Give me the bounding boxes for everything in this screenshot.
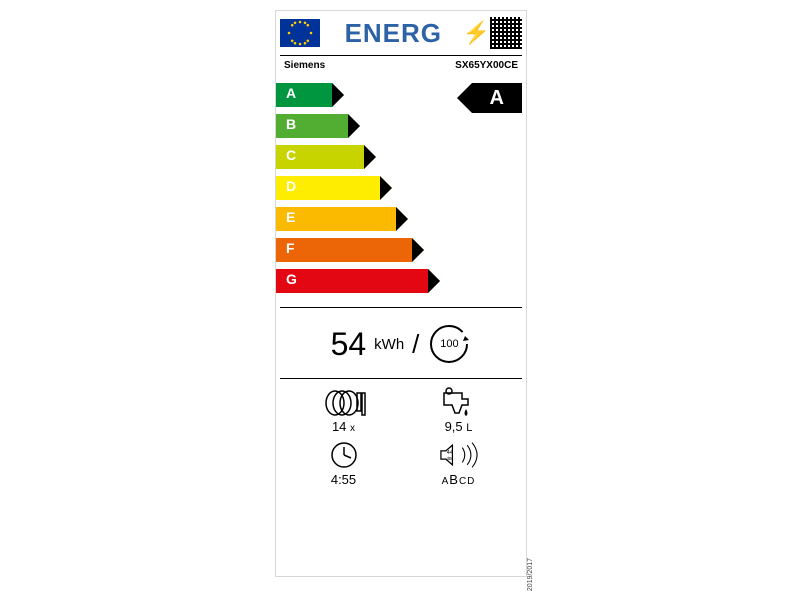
scale-row-g: G [276,269,440,293]
tap-icon [436,387,482,417]
energy-title: ENERG [320,18,467,49]
consumption-value: 54 [331,326,367,363]
qr-code-icon [490,17,522,49]
clock-icon [321,440,367,470]
capacity-spec: 14 x [286,387,401,434]
scale-bar: B [276,114,348,138]
water-value: 9,5 L [445,419,473,434]
rating-arrow-icon [457,83,472,113]
duration-value: 4:55 [331,472,356,487]
consumption-row: 54 kWh / 100 [276,308,526,378]
lightning-icon: ⚡ [463,20,490,46]
scale-row-e: E [276,207,408,231]
plates-icon [321,387,367,417]
product-meta: Siemens SX65YX00CE [276,56,526,79]
rating-letter: A [472,83,522,113]
scale-letter: G [286,271,297,287]
model-number: SX65YX00CE [455,60,518,71]
capacity-value: 14 x [332,419,355,434]
svg-text:dB: dB [446,456,451,461]
cycles-count: 100 [427,322,471,366]
scale-row-a: A [276,83,344,107]
scale-row-b: B [276,114,360,138]
noise-classes: ABCD [442,472,476,487]
scale-bar: E [276,207,396,231]
scale-bar: A [276,83,332,107]
duration-spec: 4:55 [286,440,401,487]
scale-bar: G [276,269,428,293]
scale-letter: E [286,209,295,225]
brand-name: Siemens [284,60,325,71]
scale-bar: C [276,145,364,169]
slash: / [412,329,419,360]
noise-spec: 44dB ABCD [401,440,516,487]
scale-bar: F [276,238,412,262]
scale-row-c: C [276,145,376,169]
eu-flag-icon [280,19,320,47]
scale-letter: F [286,240,295,256]
scale-row-d: D [276,176,392,200]
scale-letter: C [286,147,296,163]
energy-label: ENERG ⚡ Siemens SX65YX00CE A ABCDEFG 54 … [275,10,527,577]
specs-grid: 14 x 9,5 L 4:55 44dB ABCD [276,379,526,495]
scale-letter: B [286,116,296,132]
water-spec: 9,5 L [401,387,516,434]
scale-letter: A [286,85,296,101]
scale-letter: D [286,178,296,194]
speaker-icon: 44dB [436,440,482,470]
cycles-icon: 100 [427,322,471,366]
consumption-unit: kWh [374,336,404,353]
scale-row-f: F [276,238,424,262]
label-header: ENERG ⚡ [276,11,526,55]
product-rating: A [457,83,522,113]
regulation-ref: 2019/2017 [527,558,534,591]
scale-bar: D [276,176,380,200]
efficiency-scale: A ABCDEFG [276,83,526,307]
